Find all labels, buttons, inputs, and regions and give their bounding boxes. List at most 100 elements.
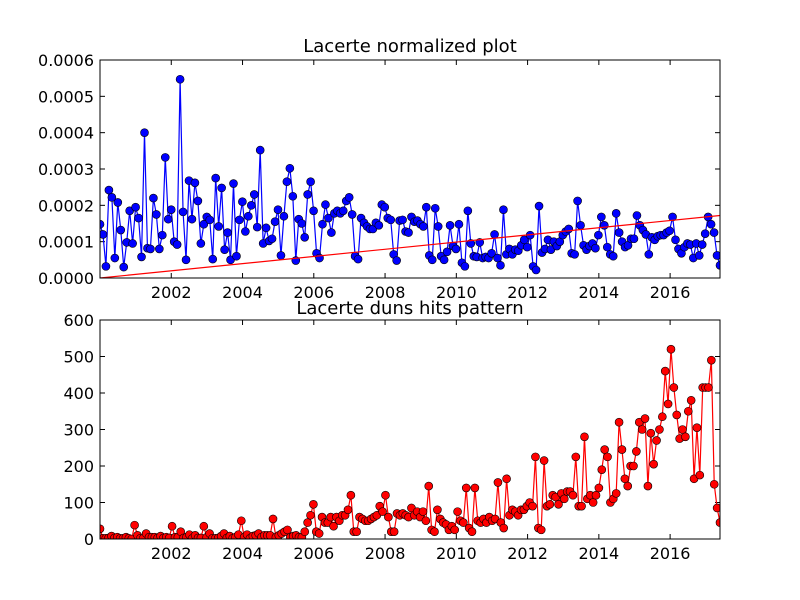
data-point: [380, 202, 390, 212]
data-point: [374, 221, 384, 230]
data-point: [314, 529, 324, 538]
data-point: [220, 245, 229, 254]
data-point: [704, 383, 713, 392]
data-point: [137, 252, 146, 262]
data-point: [427, 255, 437, 265]
data-point: [214, 222, 223, 231]
x-tick-label: 2002: [151, 283, 192, 302]
data-point: [694, 251, 704, 260]
data-point: [386, 215, 396, 225]
data-point: [235, 215, 244, 225]
data-point: [285, 163, 295, 173]
x-tick-label: 2010: [436, 283, 477, 302]
y-tick-label: 0.0000: [38, 269, 94, 288]
data-point: [459, 518, 468, 527]
data-point: [453, 507, 462, 516]
y-tick-label: 0.0003: [38, 160, 94, 179]
data-point: [602, 242, 612, 252]
data-point: [119, 262, 129, 272]
data-point: [282, 177, 292, 187]
data-point: [466, 239, 476, 248]
data-point: [167, 521, 177, 531]
data-point: [318, 219, 327, 229]
data-point: [324, 213, 333, 223]
data-point: [398, 215, 407, 225]
data-point: [196, 239, 206, 248]
x-tick-label: 2008: [365, 544, 406, 563]
x-tick-label: 2006: [293, 283, 334, 302]
data-point: [433, 505, 442, 515]
data-point: [652, 436, 661, 445]
data-point: [493, 253, 502, 263]
data-point: [384, 512, 393, 522]
data-point: [700, 229, 710, 238]
data-point: [223, 228, 232, 237]
data-point: [528, 501, 537, 511]
data-point: [158, 230, 167, 240]
data-point: [490, 230, 499, 239]
data-point: [163, 214, 173, 224]
data-point: [620, 474, 630, 484]
data-point: [695, 470, 705, 480]
data-point: [665, 226, 674, 236]
data-point: [666, 344, 676, 354]
data-point: [128, 239, 137, 248]
data-point: [422, 202, 431, 212]
data-point: [252, 222, 262, 232]
data-point: [418, 507, 428, 516]
data-point: [273, 205, 283, 214]
data-point: [450, 525, 460, 535]
data-point: [303, 518, 312, 527]
data-point: [229, 179, 238, 188]
data-point: [611, 489, 621, 498]
data-point: [499, 205, 508, 214]
data-point: [603, 452, 612, 462]
data-point: [597, 212, 606, 222]
x-tick-label: 2006: [293, 544, 334, 563]
y-tick-label: 100: [63, 494, 94, 513]
data-point: [467, 527, 477, 537]
data-point: [554, 500, 563, 509]
data-point: [439, 255, 449, 265]
data-point: [470, 483, 480, 493]
data-point: [404, 228, 413, 237]
data-point: [101, 262, 111, 271]
data-point: [193, 196, 203, 206]
data-point: [268, 514, 278, 524]
data-point: [244, 211, 253, 221]
data-point: [707, 355, 716, 365]
data-point: [100, 219, 105, 229]
x-tick-label: 2004: [222, 283, 263, 302]
data-point: [600, 445, 609, 454]
data-point: [321, 200, 330, 209]
data-point: [668, 212, 677, 222]
data-point: [712, 503, 720, 513]
data-point: [646, 428, 656, 438]
data-point: [261, 223, 271, 233]
data-point: [309, 206, 318, 216]
data-point: [632, 211, 642, 220]
data-point: [442, 247, 452, 257]
data-point: [536, 525, 546, 535]
data-point: [660, 366, 670, 376]
data-point: [617, 445, 627, 454]
data-point: [706, 219, 716, 229]
data-point: [493, 478, 503, 487]
data-point: [352, 527, 361, 537]
y-axis: 0 100 200 300 400 500 600: [63, 311, 720, 549]
data-point: [577, 501, 586, 511]
x-tick-label: 2004: [222, 544, 263, 563]
data-point: [709, 228, 719, 237]
data-point: [190, 178, 200, 188]
data-point: [116, 225, 126, 235]
data-point: [300, 233, 309, 242]
data-point: [306, 510, 315, 520]
data-point: [100, 230, 108, 239]
data-point: [671, 235, 680, 245]
y-axis: 0.0000 0.0001 0.0002 0.0003 0.0004 0.0005 0.00…: [38, 51, 720, 288]
data-point: [347, 210, 357, 219]
data-point: [208, 254, 218, 264]
y-tick-label: 0.0004: [38, 124, 94, 143]
data-point: [568, 490, 578, 500]
